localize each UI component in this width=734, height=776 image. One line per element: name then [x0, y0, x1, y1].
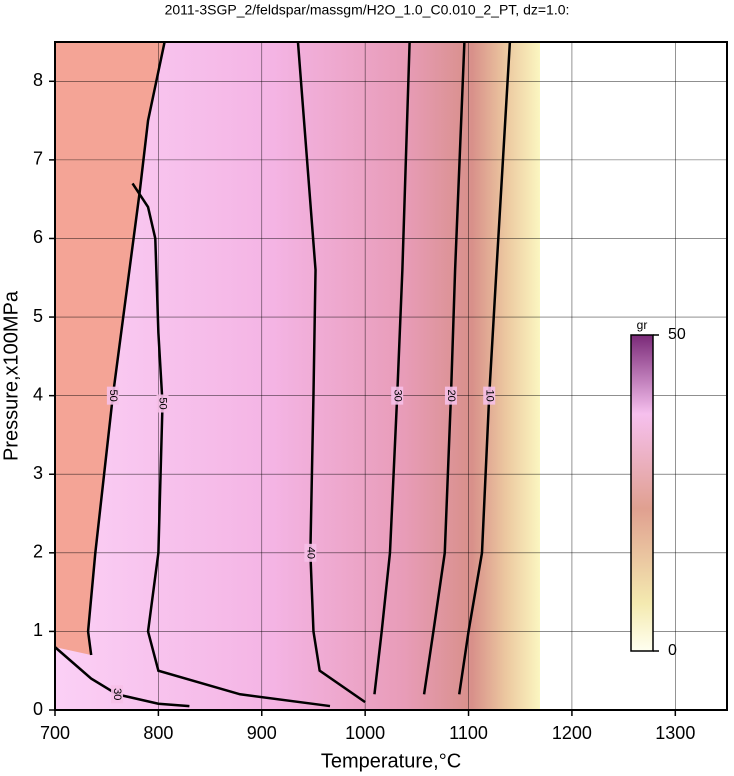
colorbar-label: gr [637, 318, 648, 332]
colorbar-tick-label: 0 [668, 642, 677, 659]
x-tick-label: 800 [143, 723, 173, 743]
plot-frame [54, 41, 728, 711]
contour-label: 30 [391, 390, 403, 402]
contour-line [457, 41, 512, 695]
y-tick-label: 1 [33, 620, 43, 640]
y-tick-label: 3 [33, 463, 43, 483]
contour-label-bg [391, 386, 404, 405]
contour-label-bg [304, 543, 317, 562]
x-tick-label: 1300 [655, 723, 695, 743]
x-tick-label: 900 [247, 723, 277, 743]
contour-label-bg [444, 386, 457, 405]
y-tick-label: 7 [33, 149, 43, 169]
contour-line [422, 41, 466, 695]
x-tick-label: 700 [40, 723, 70, 743]
y-tick-label: 6 [33, 227, 43, 247]
y-tick-label: 2 [33, 542, 43, 562]
x-tick-label: 1200 [552, 723, 592, 743]
colorbar-tick-label: 50 [668, 326, 686, 343]
contour-label-bg [483, 386, 496, 405]
contour-label-bg [111, 685, 124, 704]
contour-label: 20 [445, 390, 457, 402]
contour-label-bg [156, 394, 169, 413]
x-tick-label: 1100 [449, 723, 488, 743]
y-tick-label: 5 [33, 306, 43, 326]
y-tick-label: 8 [33, 70, 43, 90]
contour-label-bg [106, 386, 119, 405]
contour-label: 40 [304, 547, 316, 559]
contour-label: 50 [107, 390, 119, 402]
contour-label: 10 [483, 390, 495, 402]
y-tick-label: 4 [33, 384, 43, 404]
y-axis-label: Pressure,x100MPa [0, 290, 22, 461]
x-axis-label: Temperature,°C [321, 750, 461, 772]
colorbar [630, 334, 654, 652]
chart-title: 2011-3SGP_2/feldspar/massgm/H2O_1.0_C0.0… [165, 2, 570, 18]
x-tick-label: 1000 [345, 723, 385, 743]
contour-label: 50 [157, 397, 169, 409]
contour-label: 30 [111, 688, 123, 700]
contour-line [131, 182, 331, 708]
y-tick-label: 0 [33, 699, 43, 719]
contour-line [373, 41, 411, 695]
